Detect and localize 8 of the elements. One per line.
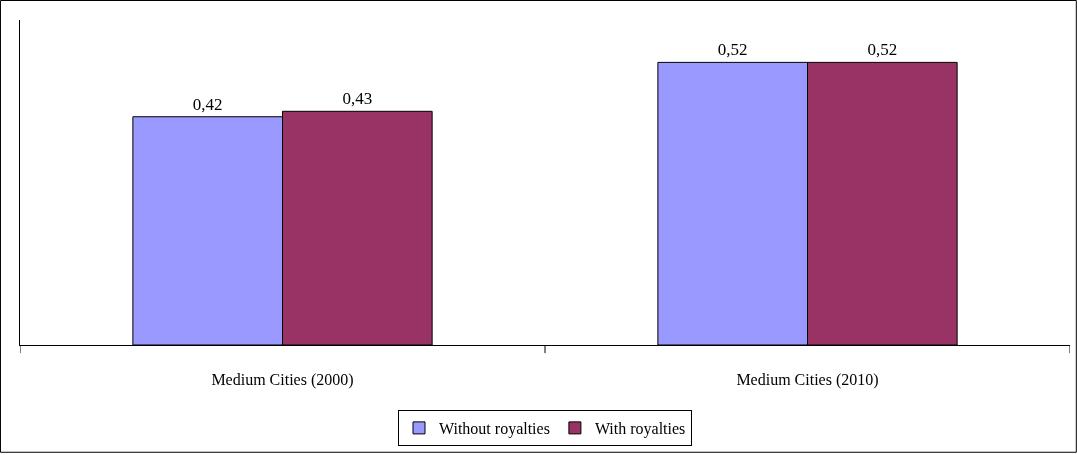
x-tick-label: Medium Cities (2000): [211, 371, 354, 390]
data-label: 0,52: [717, 40, 748, 60]
x-tick-label: Medium Cities (2010): [736, 371, 879, 390]
legend-label: With royalties: [594, 420, 686, 439]
data-label: 0,52: [867, 40, 898, 60]
legend-label: Without royalties: [439, 420, 550, 439]
data-label: 0,42: [192, 94, 223, 114]
data-label: 0,43: [342, 89, 373, 109]
